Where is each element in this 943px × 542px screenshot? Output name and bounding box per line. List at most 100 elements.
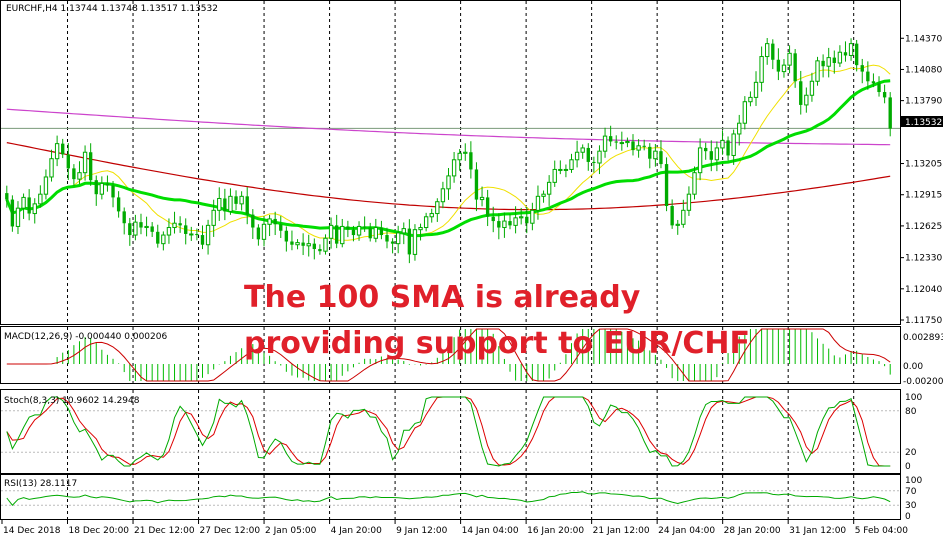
candle-down [273,218,277,225]
time-tick-label: 24 Jan 04:00 [658,526,715,536]
stoch-header: Stoch(8,3,3) 10.9602 14.2948 [4,396,140,406]
candle-up [306,243,311,247]
candle-down [664,164,669,207]
candle-down [88,152,93,181]
current-price-label: 1.13532 [905,118,942,128]
rsi-tick-label: 30 [905,501,917,511]
candle-up [731,133,736,156]
candle-up [535,195,541,211]
candle-up [748,96,753,103]
candle-up [82,151,88,174]
sma-100-green-line [5,79,891,238]
macd-tick-label: 0.002893 [903,333,943,343]
candle-down [379,227,384,236]
candle-down [799,81,803,105]
price-tick-label: 1.11750 [905,316,942,326]
candle-down [508,221,512,226]
price-tick-label: 1.12040 [905,285,942,295]
stoch-signal-line [6,396,891,467]
candle-down [116,197,121,212]
candle-up [99,182,105,195]
candle-up [435,201,440,215]
candle-up [636,145,641,151]
price-tick-label: 1.13790 [905,97,942,107]
candle-down [334,225,339,244]
candle-down [474,169,479,200]
candle-down [195,233,199,236]
candle-up [205,224,211,246]
rsi-panel-frame [0,474,901,520]
candle-down [312,243,316,250]
price-tick-label: 1.12625 [905,222,942,232]
candle-up [446,175,451,190]
candlestick-series [5,38,892,264]
candle-down [156,231,160,244]
candle-up [295,242,300,246]
candle-up [753,81,759,98]
candle-down [871,81,876,84]
macd-signal-line [6,328,891,382]
stoch-tick-label: 80 [905,407,917,417]
candle-up [742,101,748,124]
candle-down [346,226,350,230]
time-tick-label: 31 Jan 12:00 [789,526,846,536]
candle-down [491,216,495,222]
candle-up [541,193,546,197]
candle-down [854,43,859,66]
candle-up [21,196,26,209]
stoch-main-line [6,396,891,467]
candle-up [373,227,378,239]
stoch-panel-frame [0,389,901,474]
candle-down [866,71,870,82]
candle-up [396,232,401,245]
candle-up [815,60,820,82]
candle-down [608,136,613,142]
moving-averages [5,64,891,241]
candle-down [368,227,372,239]
candle-up [189,233,194,236]
candle-up [166,227,172,236]
candle-up [519,216,524,219]
candle-up [530,209,535,224]
macd-panel-frame [0,326,901,384]
candle-up [423,216,429,229]
candle-down [525,216,529,224]
price-tick-label: 1.12330 [905,254,942,264]
candle-down [105,183,110,186]
candle-down [251,214,255,228]
candle-up [77,172,82,180]
candle-down [290,241,294,245]
candle-up [429,213,434,218]
time-tick-label: 21 Jan 12:00 [593,526,650,536]
sma-magenta-line [6,108,891,146]
candle-up [261,223,267,240]
rsi-tick-label: 0 [905,512,911,522]
candle-up [440,188,446,203]
candle-down [61,143,65,155]
time-tick-label: 18 Dec 20:00 [69,526,130,536]
stochastic-indicator [1,396,900,467]
rsi-tick-label: 100 [905,476,922,486]
sma-red-line [6,142,891,211]
rsi-line [6,491,891,506]
candle-up [228,195,233,212]
candle-up [597,150,602,164]
candle-up [765,43,770,58]
candle-down [407,228,412,255]
candle-up [574,151,580,161]
candle-up [558,168,563,171]
rsi-indicator [1,490,900,506]
candle-up [513,217,518,226]
candle-up [49,158,54,178]
candle-down [111,185,115,198]
candle-down [245,196,249,215]
candle-down [390,241,395,244]
candle-down [704,147,708,152]
price-tick-label: 1.12915 [905,191,942,201]
candle-down [670,206,674,226]
candle-down [234,196,238,204]
candle-up [451,159,457,177]
vertical-gridlines [1,1,900,519]
stoch-tick-label: 0 [905,462,911,472]
candle-down [139,222,143,228]
